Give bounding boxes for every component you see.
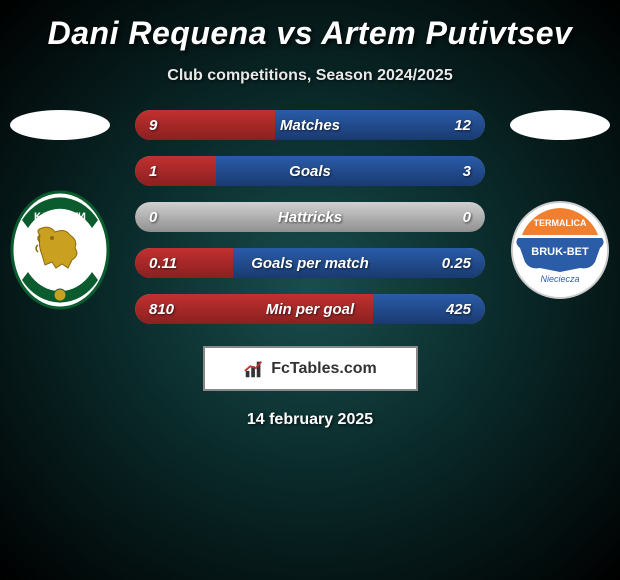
shield-lion-icon: КАРПАТИ ЛЬВIВ [10,190,110,310]
page-title: Dani Requena vs Artem Putivtsev [48,15,573,52]
stat-row: 0 Hattricks 0 [135,202,485,232]
player-left-column: КАРПАТИ ЛЬВIВ [0,110,120,310]
bar-chart-icon [243,358,265,380]
page-subtitle: Club competitions, Season 2024/2025 [167,67,452,85]
stat-value-right: 3 [463,163,471,180]
stat-label: Goals per match [251,255,369,272]
shield-banner-icon: TERMALICA BRUK-BET Nieciecza [510,200,610,300]
logo-right-mid-text: BRUK-BET [531,246,589,258]
stat-value-left: 810 [149,301,174,318]
stat-row: 810 Min per goal 425 [135,294,485,324]
date-text: 14 february 2025 [247,411,373,429]
footer-brand-text: FcTables.com [271,360,377,378]
logo-left-bottom-text: ЛЬВIВ [46,279,75,289]
stat-value-left: 1 [149,163,157,180]
comparison-section: КАРПАТИ ЛЬВIВ 9 Matches 12 1 Goals 3 0 Hattrick… [0,110,620,324]
logo-right-top-text: TERMALICA [534,218,587,228]
logo-left-top-text: КАРПАТИ [34,211,86,223]
stat-value-right: 425 [446,301,471,318]
stat-label: Min per goal [266,301,354,318]
stat-label: Matches [280,117,340,134]
stat-value-right: 0 [463,209,471,226]
club-logo-right: TERMALICA BRUK-BET Nieciecza [510,190,610,310]
stat-value-left: 0 [149,209,157,226]
player-right-column: TERMALICA BRUK-BET Nieciecza [500,110,620,310]
stat-label: Hattricks [278,209,342,226]
stats-column: 9 Matches 12 1 Goals 3 0 Hattricks 0 0.11 Goals pe… [130,110,490,324]
club-logo-left: КАРПАТИ ЛЬВIВ [10,190,110,310]
stat-value-left: 0.11 [149,255,177,272]
stat-row: 1 Goals 3 [135,156,485,186]
stat-fill-right [216,156,486,186]
stat-row: 0.11 Goals per match 0.25 [135,248,485,278]
stat-fill-left [135,156,216,186]
player-left-placeholder [10,110,110,140]
player-right-placeholder [510,110,610,140]
stat-label: Goals [289,163,331,180]
footer-brand-box: FcTables.com [203,346,418,391]
stat-row: 9 Matches 12 [135,110,485,140]
logo-right-bottom-text: Nieciecza [540,274,579,284]
stat-value-right: 0.25 [442,255,471,272]
stat-value-right: 12 [454,117,471,134]
stat-value-left: 9 [149,117,157,134]
